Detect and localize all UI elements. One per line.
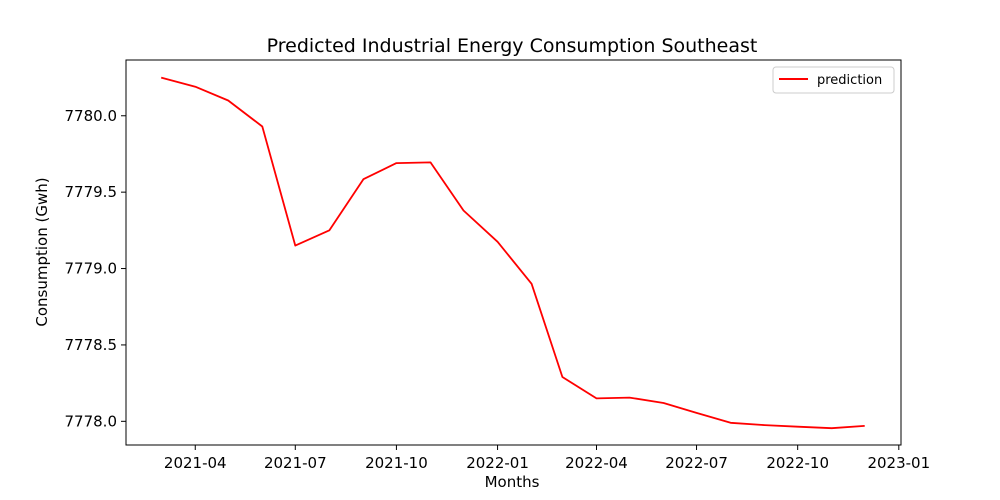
data-point xyxy=(595,397,597,399)
series-line-prediction xyxy=(160,76,865,430)
data-point xyxy=(531,283,533,285)
x-tick-label: 2022-01 xyxy=(466,454,529,472)
data-point xyxy=(497,241,499,243)
data-point xyxy=(328,229,330,231)
data-point xyxy=(227,99,229,101)
y-tick-label: 7778.0 xyxy=(65,412,118,430)
chart-title: Predicted Industrial Energy Consumption … xyxy=(267,35,758,57)
y-axis-label: Consumption (Gwh) xyxy=(33,177,51,326)
y-tick-label: 7779.0 xyxy=(65,260,118,278)
y-tick-label: 7780.0 xyxy=(65,107,118,125)
data-point xyxy=(362,178,364,180)
x-tick-label: 2022-07 xyxy=(665,454,728,472)
x-tick-label: 2023-01 xyxy=(867,454,930,472)
data-point xyxy=(696,412,698,414)
data-point xyxy=(294,245,296,247)
data-point xyxy=(663,402,665,404)
legend: prediction xyxy=(772,66,895,94)
data-point xyxy=(194,86,196,88)
data-point xyxy=(797,426,799,428)
data-point xyxy=(730,422,732,424)
y-tick-label: 7779.5 xyxy=(65,183,118,201)
data-point xyxy=(831,427,833,429)
data-point xyxy=(261,125,263,127)
x-axis-label: Months xyxy=(485,473,540,491)
data-point xyxy=(160,77,162,79)
legend-box xyxy=(772,66,895,94)
data-point xyxy=(561,376,563,378)
y-axis-ticks: 7778.0 7778.5 7779.0 7779.5 7780.0 xyxy=(65,107,126,430)
series-layer xyxy=(160,76,866,430)
x-tick-label: 2022-10 xyxy=(766,454,829,472)
x-tick-label: 2021-10 xyxy=(365,454,428,472)
data-point xyxy=(764,424,766,426)
data-point xyxy=(430,161,432,163)
data-point xyxy=(462,209,464,211)
y-tick-label: 7778.5 xyxy=(65,336,118,354)
data-point xyxy=(628,397,630,399)
x-axis-ticks: 2021-04 2021-07 2021-10 2022-01 2022-04 2022-… xyxy=(164,445,930,472)
data-point xyxy=(864,425,866,427)
x-tick-label: 2022-04 xyxy=(565,454,628,472)
legend-label-prediction: prediction xyxy=(817,73,882,88)
data-point xyxy=(395,162,397,164)
plot-frame xyxy=(125,59,902,446)
plot-area xyxy=(126,60,901,445)
x-tick-label: 2021-07 xyxy=(264,454,327,472)
x-tick-label: 2021-04 xyxy=(164,454,227,472)
